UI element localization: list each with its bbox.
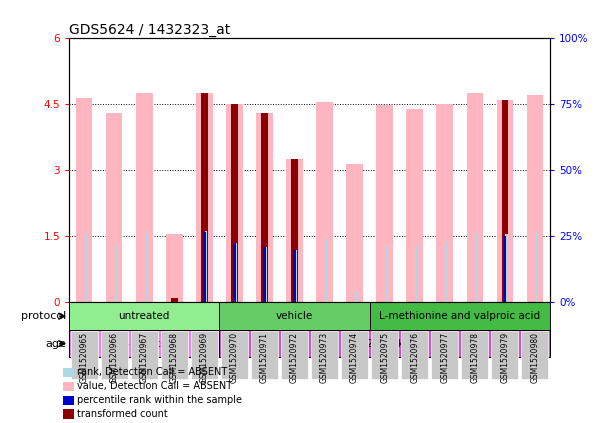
Text: GDS5624 / 1432323_at: GDS5624 / 1432323_at bbox=[69, 23, 230, 37]
FancyBboxPatch shape bbox=[71, 331, 98, 379]
Text: age: age bbox=[45, 339, 66, 349]
Bar bbox=[261, 113, 268, 302]
Text: GSM1520976: GSM1520976 bbox=[410, 332, 419, 384]
Text: GSM1520966: GSM1520966 bbox=[110, 332, 118, 384]
Bar bbox=[316, 102, 333, 302]
Bar bbox=[233, 243, 236, 302]
FancyBboxPatch shape bbox=[401, 331, 429, 379]
Text: GSM1520973: GSM1520973 bbox=[320, 332, 329, 384]
Bar bbox=[346, 164, 363, 302]
Bar bbox=[205, 231, 207, 302]
Bar bbox=[196, 93, 213, 302]
FancyBboxPatch shape bbox=[191, 331, 218, 379]
Bar bbox=[535, 232, 538, 302]
FancyBboxPatch shape bbox=[69, 330, 219, 357]
Bar bbox=[106, 113, 123, 302]
Bar bbox=[436, 104, 453, 302]
Bar bbox=[415, 245, 418, 302]
Bar bbox=[355, 291, 358, 302]
Bar bbox=[231, 104, 238, 302]
Text: 12 weeks: 12 weeks bbox=[360, 339, 409, 349]
Bar bbox=[466, 93, 483, 302]
FancyBboxPatch shape bbox=[251, 331, 278, 379]
Bar bbox=[166, 234, 183, 302]
Bar bbox=[85, 233, 87, 302]
FancyBboxPatch shape bbox=[341, 331, 368, 379]
Bar bbox=[526, 95, 543, 302]
Bar bbox=[201, 93, 208, 302]
Bar bbox=[325, 239, 328, 302]
FancyBboxPatch shape bbox=[101, 331, 128, 379]
Text: GSM1520977: GSM1520977 bbox=[441, 332, 449, 384]
Bar bbox=[136, 93, 153, 302]
Text: rank, Detection Call = ABSENT: rank, Detection Call = ABSENT bbox=[77, 367, 227, 377]
FancyBboxPatch shape bbox=[161, 331, 188, 379]
Text: GSM1520979: GSM1520979 bbox=[501, 332, 509, 384]
Text: transformed count: transformed count bbox=[77, 409, 168, 419]
Text: GSM1520974: GSM1520974 bbox=[350, 332, 359, 384]
Text: GSM1520980: GSM1520980 bbox=[531, 332, 539, 383]
Text: untreated: untreated bbox=[118, 311, 170, 321]
Bar bbox=[171, 298, 178, 302]
Text: 4 weeks: 4 weeks bbox=[123, 339, 166, 349]
Bar bbox=[115, 245, 117, 302]
Text: GSM1520972: GSM1520972 bbox=[290, 332, 299, 383]
Text: percentile rank within the sample: percentile rank within the sample bbox=[77, 395, 242, 405]
Bar bbox=[496, 100, 513, 302]
Text: value, Detection Call = ABSENT: value, Detection Call = ABSENT bbox=[77, 381, 232, 391]
Bar bbox=[385, 245, 388, 302]
Bar bbox=[76, 98, 93, 302]
Text: vehicle: vehicle bbox=[276, 311, 313, 321]
FancyBboxPatch shape bbox=[221, 331, 248, 379]
Bar bbox=[256, 113, 273, 302]
FancyBboxPatch shape bbox=[492, 331, 519, 379]
Bar bbox=[226, 104, 243, 302]
Bar bbox=[376, 105, 393, 302]
Text: GSM1520967: GSM1520967 bbox=[140, 332, 148, 384]
Bar bbox=[145, 232, 147, 302]
Text: GSM1520969: GSM1520969 bbox=[200, 332, 209, 384]
Bar bbox=[203, 232, 206, 302]
FancyBboxPatch shape bbox=[69, 302, 219, 330]
FancyBboxPatch shape bbox=[522, 331, 549, 379]
FancyBboxPatch shape bbox=[462, 331, 489, 379]
Bar bbox=[291, 159, 298, 302]
FancyBboxPatch shape bbox=[219, 302, 370, 330]
FancyBboxPatch shape bbox=[281, 331, 308, 379]
Bar bbox=[295, 250, 297, 302]
Text: GSM1520965: GSM1520965 bbox=[80, 332, 88, 384]
Bar bbox=[475, 233, 478, 302]
Bar bbox=[505, 234, 508, 302]
Bar bbox=[445, 242, 448, 302]
Bar bbox=[235, 243, 237, 302]
FancyBboxPatch shape bbox=[131, 331, 158, 379]
Bar bbox=[502, 100, 508, 302]
Bar bbox=[263, 247, 266, 302]
FancyBboxPatch shape bbox=[371, 331, 398, 379]
FancyBboxPatch shape bbox=[311, 331, 338, 379]
FancyBboxPatch shape bbox=[432, 331, 459, 379]
Bar bbox=[265, 247, 267, 302]
Text: GSM1520978: GSM1520978 bbox=[471, 332, 479, 383]
FancyBboxPatch shape bbox=[219, 330, 550, 357]
Text: L-methionine and valproic acid: L-methionine and valproic acid bbox=[379, 311, 540, 321]
FancyBboxPatch shape bbox=[370, 302, 550, 330]
Text: GSM1520968: GSM1520968 bbox=[170, 332, 178, 383]
Text: GSM1520971: GSM1520971 bbox=[260, 332, 269, 383]
Text: GSM1520975: GSM1520975 bbox=[380, 332, 389, 384]
Text: protocol: protocol bbox=[21, 311, 66, 321]
Bar bbox=[293, 250, 296, 302]
Text: GSM1520970: GSM1520970 bbox=[230, 332, 239, 384]
Bar bbox=[504, 236, 506, 302]
Bar bbox=[286, 159, 303, 302]
Bar bbox=[406, 110, 423, 302]
